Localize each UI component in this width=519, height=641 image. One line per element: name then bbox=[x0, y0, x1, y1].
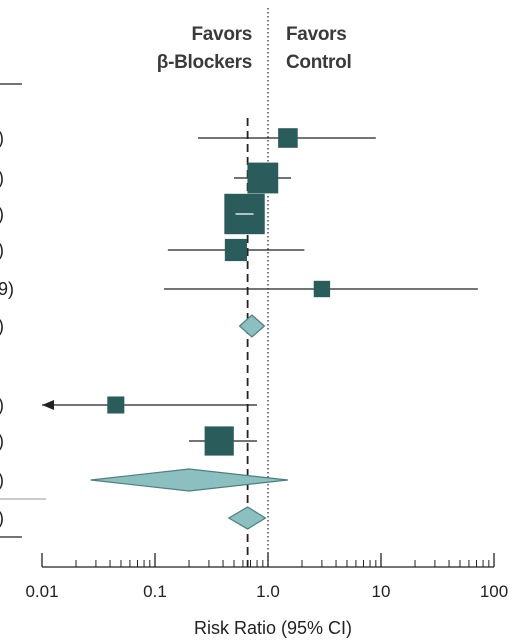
point-estimate-square bbox=[204, 426, 234, 456]
row-label-fragment: ) bbox=[0, 128, 4, 148]
favors-left-line1: Favors bbox=[191, 24, 252, 45]
summary-row: ) bbox=[0, 314, 266, 338]
row-label-fragment: ) bbox=[0, 204, 4, 224]
summary-diamond bbox=[227, 506, 267, 530]
ci-arrow-left bbox=[42, 400, 54, 410]
row-label-fragment: ) bbox=[0, 316, 4, 336]
row-label-fragment: ) bbox=[0, 470, 4, 490]
x-tick-label: 1.0 bbox=[256, 582, 280, 601]
study-rows: )))) 9)))))) bbox=[0, 128, 478, 530]
row-label-fragment: 9) bbox=[0, 279, 14, 299]
row-label-fragment: ) bbox=[0, 431, 4, 451]
point-estimate-square bbox=[313, 280, 331, 298]
study-row: ) bbox=[0, 162, 292, 194]
summary-diamond bbox=[90, 468, 288, 492]
study-row: 9) bbox=[0, 279, 478, 299]
summary-diamond bbox=[238, 314, 266, 338]
x-axis: 0.01 0.1 1.0 10 100 bbox=[25, 553, 508, 601]
summary-row: ) bbox=[0, 468, 288, 492]
favors-left-line2: β-Blockers bbox=[157, 52, 252, 73]
x-axis-label: Risk Ratio (95% CI) bbox=[194, 618, 352, 638]
point-estimate-square bbox=[107, 396, 125, 414]
row-label-fragment: ) bbox=[0, 395, 4, 415]
point-estimate-square bbox=[247, 162, 279, 194]
study-row: ) bbox=[0, 238, 305, 262]
row-label-fragment: ) bbox=[0, 508, 4, 528]
x-tick-label: 10 bbox=[372, 582, 391, 601]
row-label-fragment: ) bbox=[0, 168, 4, 188]
favors-header: Favors β-Blockers Favors Control bbox=[157, 24, 352, 73]
table-rules bbox=[0, 83, 46, 538]
row-label-fragment: ) bbox=[0, 240, 4, 260]
summary-row: ) bbox=[0, 506, 267, 530]
reference-lines bbox=[246, 8, 269, 567]
study-row: ) bbox=[0, 128, 376, 148]
favors-right-line2: Control bbox=[286, 52, 351, 73]
study-row: ) bbox=[0, 193, 265, 235]
x-tick-label: 100 bbox=[480, 582, 508, 601]
x-tick-label: 0.1 bbox=[143, 582, 167, 601]
point-estimate-square bbox=[278, 128, 298, 148]
study-row: ) bbox=[0, 395, 258, 415]
favors-right-line1: Favors bbox=[286, 24, 347, 45]
x-tick-label: 0.01 bbox=[25, 582, 58, 601]
study-row: ) bbox=[0, 426, 258, 456]
point-estimate-square bbox=[224, 238, 247, 262]
